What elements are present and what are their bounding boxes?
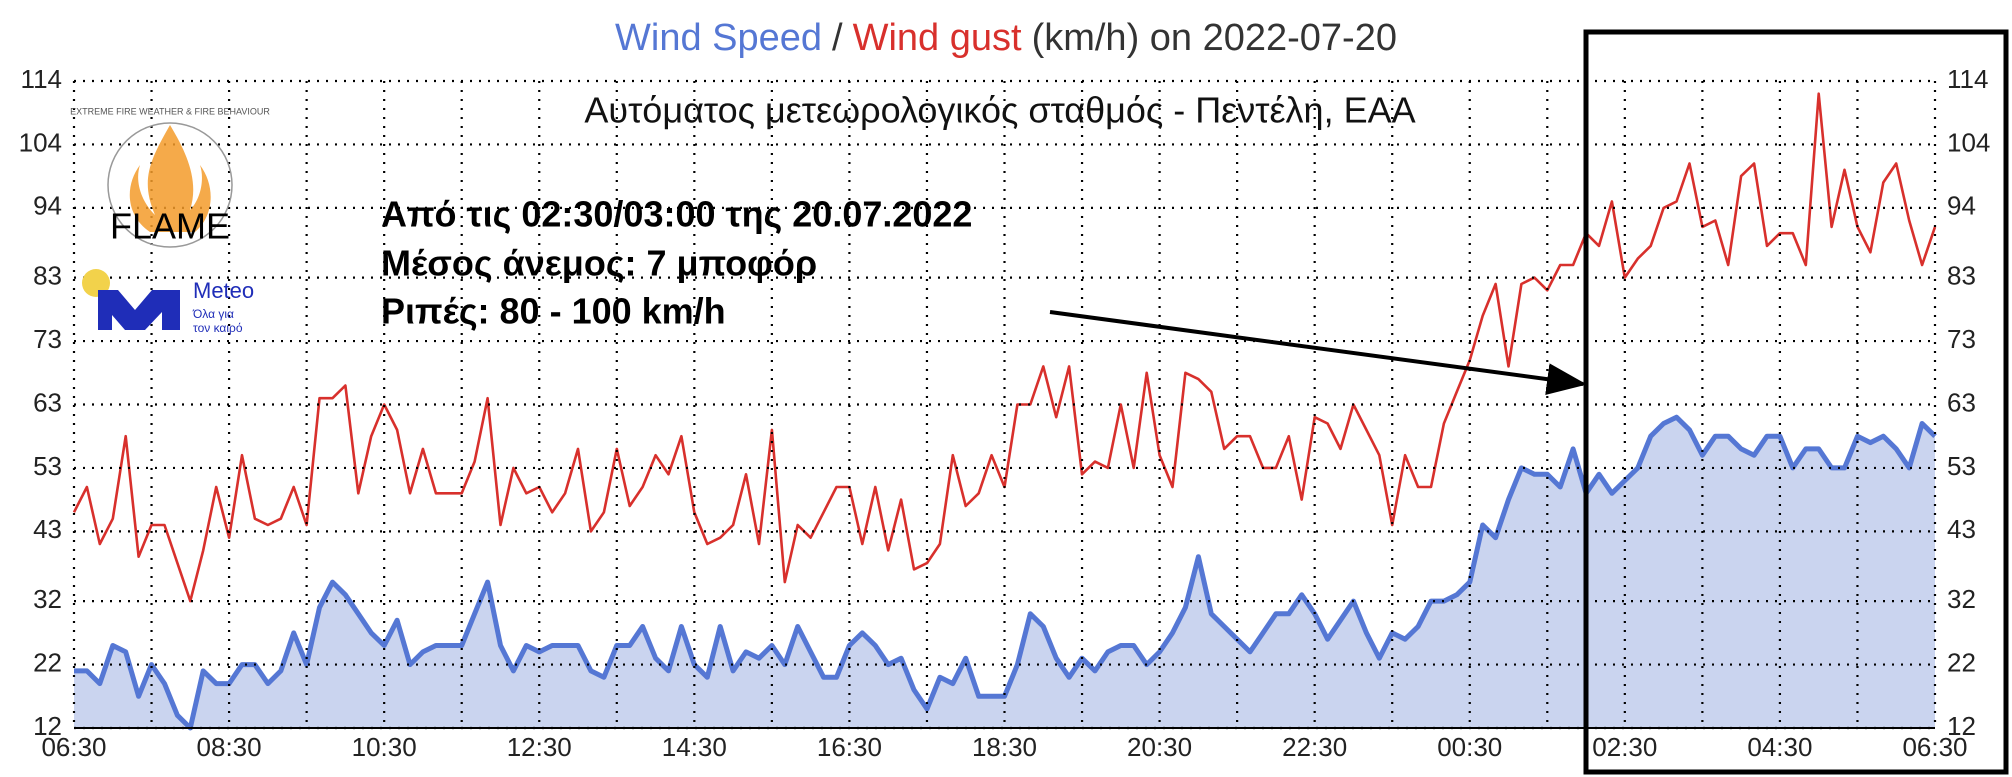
y-tick-label-right: 43 [1947,514,1976,544]
x-tick-label: 16:30 [817,732,882,762]
y-tick-label: 12 [33,711,62,741]
x-tick-label: 00:30 [1437,732,1502,762]
x-tick-label: 10:30 [352,732,417,762]
y-tick-label: 104 [19,127,62,157]
y-tick-label: 43 [33,514,62,544]
y-tick-label: 94 [33,191,62,221]
chart-title: Wind Speed / Wind gust (km/h) on 2022-07-20 [615,17,1397,59]
y-tick-label: 63 [33,387,62,417]
arrow [1049,310,1587,396]
y-tick-label-right: 94 [1947,191,1976,221]
area [74,417,1935,728]
x-tick-label: 20:30 [1127,732,1192,762]
y-tick-label-right: 114 [1947,64,1988,94]
background-layer [74,417,1935,728]
title-gust: Wind gust [853,17,1022,59]
y-tick-label: 32 [33,584,62,614]
annotation-line: Μέσος άνεμος: 7 μποφόρ [381,243,817,284]
y-tick-label-right: 53 [1947,451,1976,481]
y-tick-label: 83 [33,261,62,291]
logo-tagline: τον καιρό [193,321,243,335]
logo-ring [107,122,233,248]
x-tick-label: 14:30 [662,732,727,762]
y-tick-label-right: 12 [1947,711,1976,741]
y-tick-label-right: 73 [1947,324,1976,354]
logo-ring-text: EXTREME FIRE WEATHER & FIRE BEHAVIOUR [70,106,270,116]
y-tick-label: 114 [21,64,62,94]
logo-text: Meteo [193,278,254,303]
y-tick-label-right: 104 [1947,127,1990,157]
title-suffix: (km/h) on 2022-07-20 [1032,17,1397,59]
plot-area: 12 12 22 22 32 32 43 43 53 53 63 63 73 73 83 83 94 94 104 1… [19,64,1991,762]
y-tick-label-right: 22 [1947,647,1976,677]
logo-mark [98,290,180,330]
x-tick-label: 12:30 [507,732,572,762]
annotation: Από τις 02:30/03:00 της 20.07.2022 Μέσος… [381,194,972,332]
logo-tagline: Όλα για [192,307,234,321]
y-tick-label-right: 83 [1947,261,1976,291]
y-tick-label-right: 63 [1947,387,1976,417]
title-speed: Wind Speed [615,17,822,59]
y-tick-label: 53 [33,451,62,481]
flame-icon [129,125,211,232]
y-tick-label-right: 32 [1947,584,1976,614]
highlight-box [1583,29,2009,775]
x-tick-label: 18:30 [972,732,1037,762]
line [74,414,1937,731]
x-tick-label: 06:30 [1902,732,1967,762]
x-tick-label: 06:30 [41,732,106,762]
annotation-line: Από τις 02:30/03:00 της 20.07.2022 [381,194,972,235]
x-tick-label: 02:30 [1592,732,1657,762]
subtitle: Αυτόματος μετεωρολογικός σταθμός - Πεντέ… [584,90,1415,131]
x-tick-label: 22:30 [1282,732,1347,762]
x-tick-label: 08:30 [197,732,262,762]
x-tick-label: 04:30 [1747,732,1812,762]
annotation-line: Ριπές: 80 - 100 km/h [381,291,726,332]
y-tick-label: 73 [33,324,62,354]
logo-text: FLAME [110,206,230,247]
y-tick-label: 22 [33,647,62,677]
title-separator: / [832,17,843,59]
meteo-logo: Meteo Όλα για τον καιρό [82,269,254,335]
flame-logo: EXTREME FIRE WEATHER & FIRE BEHAVIOUR FL… [70,106,270,248]
